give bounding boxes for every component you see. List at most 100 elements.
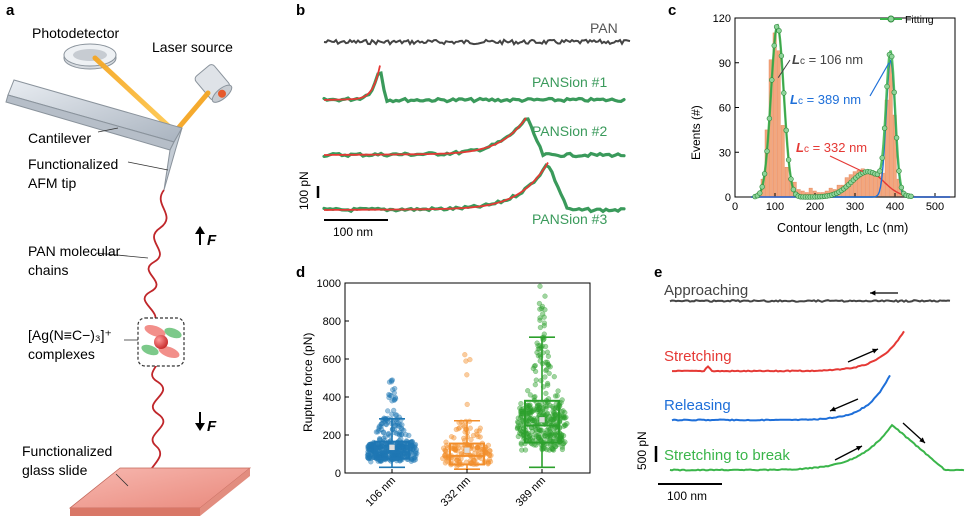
e-trace-approaching: [669, 299, 951, 303]
d-point: [561, 413, 567, 419]
c-fit-point: [783, 127, 789, 134]
d-point: [539, 303, 546, 310]
d-point: [451, 435, 457, 441]
afm-tip-label-line2: AFM tip: [28, 175, 76, 191]
d-point: [555, 388, 561, 394]
d-point: [467, 357, 473, 363]
d-point: [544, 380, 551, 387]
b-length-scale-label: 100 nm: [333, 225, 373, 239]
c-annotation-106: Lc = 106 nm: [792, 52, 863, 67]
c-ytick-label: 30: [719, 147, 731, 159]
d-ytick-label: 200: [323, 430, 341, 442]
d-point: [542, 293, 548, 299]
force-down-label: F: [207, 418, 217, 435]
c-fit-point: [761, 171, 768, 177]
c-fit-point: [769, 77, 775, 83]
d-point: [544, 427, 550, 433]
d-point: [519, 447, 525, 453]
d-point: [380, 430, 386, 436]
c-legend-marker: [887, 15, 895, 23]
d-point: [535, 353, 542, 359]
c-fit-point: [781, 90, 787, 96]
panel-c-letter: c: [668, 2, 676, 19]
e-label-releasing: Releasing: [664, 397, 731, 414]
d-point: [539, 305, 545, 312]
d-point: [541, 331, 547, 337]
e-arrow-break-down-head: [919, 437, 925, 443]
trace-pansion-1-fit: [323, 65, 381, 101]
d-point: [532, 363, 538, 369]
trace-label-pansion-1: PANSion #1: [532, 74, 607, 90]
c-xtick-label: 500: [926, 201, 944, 213]
c-fit-point: [757, 190, 763, 196]
photodetector-icon: [63, 43, 117, 70]
d-point: [561, 440, 567, 447]
d-point: [487, 459, 494, 465]
d-point: [544, 436, 550, 442]
c-bar: [784, 166, 789, 198]
laser-incident-beam: [172, 90, 211, 135]
d-point: [470, 432, 477, 439]
d-point: [514, 419, 521, 425]
e-label-stretching-to-break: Stretching to break: [664, 447, 790, 464]
c-bar: [868, 174, 873, 198]
d-point: [474, 428, 480, 434]
d-point: [540, 311, 546, 317]
e-trace-stretching: [672, 330, 905, 373]
d-point: [514, 425, 521, 431]
c-xtick-label: 300: [846, 201, 864, 213]
chains-label-line1: PAN molecular: [28, 243, 121, 259]
d-point: [527, 433, 533, 439]
d-point: [531, 363, 538, 369]
c-pointer-106: [777, 59, 791, 78]
afm-tip-label-line1: Functionalized: [28, 156, 118, 172]
d-point: [385, 419, 391, 425]
d-point: [455, 426, 462, 432]
d-point: [532, 394, 538, 400]
c-fit-point: [788, 176, 794, 182]
chains-label-line2: chains: [28, 262, 68, 278]
c-xlabel: Contour length, Lc (nm): [777, 221, 908, 235]
d-point: [551, 405, 557, 411]
d-ytick-label: 400: [323, 392, 341, 404]
d-point: [396, 443, 402, 450]
d-point: [552, 393, 559, 399]
d-point: [533, 377, 539, 383]
d-point: [562, 422, 569, 429]
d-point: [537, 315, 543, 321]
c-pointer-389: [869, 62, 890, 97]
d-box: [449, 442, 485, 466]
c-ylabel: Events (#): [689, 105, 703, 160]
slide-label-line1: Functionalized: [22, 443, 112, 459]
panel-d-boxplot: d 0 200 400 600 800 1000 106 nm 332 nm 389 nm Ru…: [296, 264, 591, 509]
d-point: [391, 397, 397, 403]
d-point: [537, 427, 543, 434]
e-force-scale-label: 500 pN: [635, 431, 649, 470]
d-point: [452, 447, 459, 453]
c-fit-point: [759, 184, 765, 190]
d-mean-marker: [538, 416, 546, 424]
d-point: [517, 430, 523, 436]
trace-label-pan: PAN: [590, 20, 618, 36]
trace-pan: [323, 38, 631, 47]
force-down-arrow-icon: [195, 412, 205, 431]
photodetector-label: Photodetector: [32, 25, 120, 41]
c-fit-point: [879, 155, 885, 161]
d-point: [532, 431, 538, 438]
c-fit-point: [908, 193, 914, 200]
trace-label-pansion-3: PANSion #3: [532, 211, 607, 227]
c-xtick-label: 400: [886, 201, 904, 213]
laser-source-label: Laser source: [152, 39, 233, 55]
c-gaussian-peak-2: [751, 58, 951, 198]
d-point: [464, 372, 470, 378]
e-trace-stretching-to-break: [669, 423, 965, 472]
d-point: [542, 433, 548, 439]
c-annotation-389: Lc = 389 nm: [790, 92, 861, 107]
d-point: [388, 379, 395, 385]
d-point: [385, 408, 391, 414]
trace-pansion-2-fit: [324, 117, 527, 156]
d-point: [525, 388, 531, 394]
d-box: [524, 399, 560, 444]
